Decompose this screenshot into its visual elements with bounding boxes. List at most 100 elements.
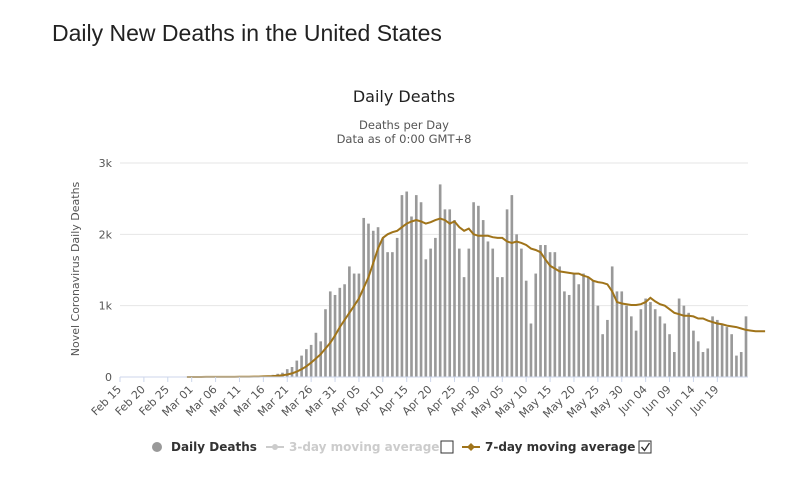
bar	[634, 330, 638, 377]
bar	[295, 360, 299, 377]
bar	[400, 195, 404, 377]
bar	[448, 209, 452, 377]
bar	[500, 277, 504, 377]
y-tick-label: 2k	[99, 228, 113, 241]
bar	[534, 273, 538, 377]
bar	[486, 241, 490, 377]
bar	[371, 230, 375, 377]
bar	[701, 352, 705, 377]
bar	[586, 277, 590, 377]
bar	[563, 291, 566, 377]
bar	[744, 316, 748, 377]
legend-daily-deaths-label: Daily Deaths	[171, 440, 257, 454]
bar	[620, 291, 624, 377]
bar	[639, 309, 643, 377]
bar	[405, 191, 409, 377]
moving-average-line	[186, 217, 766, 378]
bar	[410, 216, 413, 377]
bar	[706, 348, 710, 377]
bar	[348, 266, 351, 377]
bar	[716, 319, 719, 377]
legend-item-daily-deaths[interactable]: Daily Deaths	[152, 440, 257, 454]
bar	[558, 266, 561, 377]
bar	[457, 248, 461, 377]
legend-3-day-checkbox[interactable]	[440, 440, 454, 454]
legend-3-day-marker	[272, 444, 278, 450]
bar	[572, 273, 576, 377]
bar	[567, 294, 571, 377]
bar	[477, 205, 480, 377]
legend-daily-deaths-marker	[152, 442, 162, 452]
page-title: Daily New Deaths in the United States	[52, 20, 442, 46]
y-tick-label: 0	[105, 371, 112, 384]
bar	[424, 259, 428, 377]
bar	[367, 223, 370, 377]
y-tick-label: 1k	[99, 300, 113, 313]
bar	[391, 252, 394, 377]
legend-item-7-day-average[interactable]: 7-day moving average	[462, 440, 635, 454]
bar	[324, 309, 327, 377]
bar	[505, 209, 509, 377]
bar	[352, 273, 356, 377]
bar	[453, 220, 456, 377]
bar	[553, 252, 557, 377]
bar	[548, 252, 552, 377]
bar	[524, 280, 528, 377]
legend: Daily Deaths 3-day moving average 7-day …	[152, 440, 652, 454]
bar	[443, 209, 447, 377]
bar	[362, 217, 366, 377]
bar	[658, 316, 662, 377]
bar	[629, 316, 633, 377]
bar	[386, 252, 389, 377]
bar	[577, 284, 581, 377]
line-layer	[186, 217, 766, 378]
bar	[414, 195, 418, 377]
bar	[711, 316, 714, 377]
bar	[668, 334, 671, 377]
bar	[663, 323, 667, 377]
legend-7-day-label: 7-day moving average	[485, 440, 635, 454]
bar	[381, 237, 385, 377]
bar	[309, 344, 313, 377]
legend-7-day-marker	[467, 443, 475, 451]
bar	[677, 298, 681, 377]
legend-7-day-checkbox-box	[638, 440, 652, 454]
bar	[596, 305, 600, 377]
bar	[591, 280, 595, 377]
bar	[290, 367, 294, 377]
chart-title: Daily Deaths	[353, 87, 455, 106]
checkmark-icon	[640, 442, 651, 452]
bar-layer	[185, 184, 748, 377]
bar	[720, 323, 724, 377]
bar	[687, 312, 690, 377]
bar	[285, 369, 289, 377]
bar	[328, 291, 332, 377]
bar	[338, 287, 342, 377]
bar	[510, 195, 514, 377]
bar	[472, 202, 475, 377]
bar	[625, 305, 628, 377]
bar	[429, 248, 432, 377]
bar	[739, 352, 743, 377]
bar	[735, 355, 738, 377]
bar	[481, 220, 485, 377]
chart-subtitle-line-2: Data as of 0:00 GMT+8	[337, 132, 472, 146]
grid-layer	[120, 162, 748, 307]
legend-item-3-day-average[interactable]: 3-day moving average	[266, 440, 439, 454]
bar	[653, 309, 657, 377]
bar	[467, 248, 471, 377]
bar	[376, 227, 380, 377]
bar	[606, 319, 609, 377]
bar	[673, 352, 676, 377]
bar	[419, 202, 423, 377]
legend-7-day-checkbox[interactable]	[638, 440, 652, 454]
bar	[438, 184, 442, 377]
bar	[696, 341, 700, 377]
bar	[462, 277, 466, 377]
legend-3-day-label: 3-day moving average	[289, 440, 439, 454]
bar	[582, 273, 585, 377]
bar	[644, 298, 647, 377]
bar	[649, 302, 652, 377]
bar	[395, 237, 399, 377]
